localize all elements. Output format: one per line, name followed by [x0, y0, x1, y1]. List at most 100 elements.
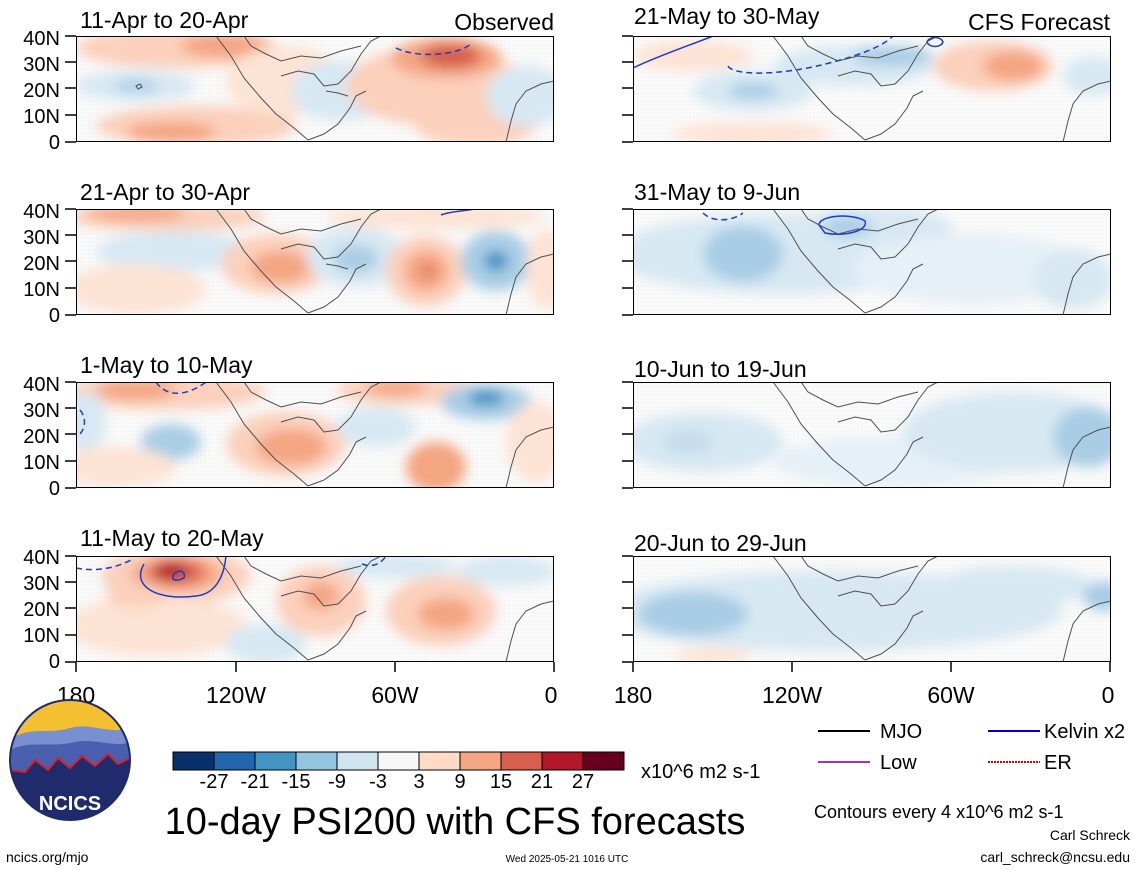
- lon-tick-label: 60W: [927, 682, 975, 708]
- colorbar-swatch: [541, 751, 584, 771]
- colorbar-label: -27: [200, 771, 229, 793]
- colorbar-label: 27: [572, 771, 594, 793]
- footer-author: Carl Schreck: [1050, 827, 1131, 843]
- colorbar-swatch: [254, 751, 297, 771]
- lat-axis: 40N 30N 20N 10N 0: [23, 374, 76, 500]
- kelvin-contours: [76, 556, 387, 598]
- lat-tick-label: 20N: [23, 599, 60, 621]
- lat-tick-label: 0: [49, 478, 60, 500]
- lat-ticks: [65, 35, 76, 143]
- legend-label-low: Low: [880, 752, 917, 774]
- panel-period-label: 31-May to 9-Jun: [634, 179, 800, 205]
- lat-tick-label: 10N: [23, 106, 60, 128]
- lat-tick-label: 30N: [23, 227, 60, 249]
- map-field: [76, 36, 554, 142]
- lat-axis: 40N 30N 20N 10N 0: [23, 28, 76, 154]
- colorbar-swatch: [377, 751, 420, 771]
- lon-axis-right: 180 120W 60W 0: [614, 662, 1115, 708]
- lon-tick-label: 180: [614, 682, 652, 708]
- lat-tick-label: 30N: [23, 573, 60, 595]
- panel-period-label: 10-Jun to 19-Jun: [634, 356, 807, 382]
- coastlines: [215, 382, 554, 488]
- colorbar-swatch: [336, 751, 379, 771]
- lat-ticks: [622, 555, 633, 663]
- map-panel-obs-4: 11-May to 20-May: [23, 525, 554, 673]
- lon-tick-label: 0: [1102, 682, 1115, 708]
- lon-tick-label: 120W: [762, 682, 822, 708]
- anomaly-shading: [633, 392, 1111, 487]
- legend-label-mjo: MJO: [880, 721, 922, 743]
- colorbar-label: 3: [413, 771, 424, 793]
- lat-tick-label: 40N: [23, 201, 60, 223]
- colorbar-label: -21: [241, 771, 270, 793]
- kelvin-contour: [79, 409, 86, 435]
- footer-email: carl_schreck@ncsu.edu: [980, 849, 1130, 865]
- lat-tick-label: 10N: [23, 625, 60, 647]
- map-panel-fcst-2: 31-May to 9-Jun: [622, 179, 1111, 316]
- panel-tag-label: CFS Forecast: [968, 9, 1110, 35]
- footer-url: ncics.org/mjo: [6, 849, 89, 865]
- coastlines: [772, 556, 1111, 662]
- kelvin-contour: [395, 43, 472, 56]
- contour-interval-note: Contours every 4 x10^6 m2 s-1: [814, 802, 1064, 822]
- lon-tick-label: 0: [545, 682, 558, 708]
- panel-period-label: 21-Apr to 30-Apr: [80, 179, 250, 205]
- coastlines: [772, 209, 1111, 315]
- legend-label-kelvin: Kelvin x2: [1044, 721, 1125, 743]
- map-field: [633, 556, 1111, 662]
- colorbar-swatch: [213, 751, 256, 771]
- lat-axis: 40N 30N 20N 10N 0: [23, 547, 76, 673]
- map-panel-obs-1: 11-Apr to 20-Apr Observed: [23, 7, 554, 154]
- anomaly-shading: [633, 41, 1111, 142]
- lat-tick-label: 10N: [23, 279, 60, 301]
- kelvin-contours: [633, 36, 944, 74]
- lat-tick-label: 20N: [23, 80, 60, 102]
- colorbar-swatch: [172, 751, 215, 771]
- coastlines: [772, 382, 1111, 488]
- colorbar-label: 15: [490, 771, 512, 793]
- lon-tick-label: 60W: [371, 682, 419, 708]
- colorbar-swatch: [295, 751, 338, 771]
- lat-tick-label: 20N: [23, 253, 60, 275]
- figure-title: 10-day PSI200 with CFS forecasts: [165, 801, 746, 843]
- colorbar-swatch: [582, 751, 625, 771]
- footer-timestamp: Wed 2025-05-21 1016 UTC: [506, 854, 629, 865]
- kelvin-contours: [702, 212, 866, 235]
- colorbar-labels: -27 -21 -15 -9 -3 3 9 15 21 27: [200, 771, 595, 793]
- lat-axis: 40N 30N 20N 10N 0: [23, 201, 76, 327]
- map-field: [633, 36, 1111, 142]
- coastlines: [215, 556, 554, 662]
- map-panel-obs-3: 1-May to 10-May: [23, 352, 554, 500]
- map-panel-fcst-3: 10-Jun to 19-Jun: [622, 356, 1111, 489]
- lat-tick-label: 40N: [23, 28, 60, 50]
- lat-tick-label: 30N: [23, 400, 60, 422]
- map-panel-fcst-4: 20-Jun to 29-Jun: [622, 530, 1111, 663]
- panel-period-label: 21-May to 30-May: [634, 3, 820, 29]
- lat-tick-label: 0: [49, 651, 60, 673]
- lat-tick-label: 30N: [23, 54, 60, 76]
- lon-tick-label: 120W: [206, 682, 266, 708]
- contour-legend: MJO Kelvin x2 Low ER Contours every 4 x1…: [814, 721, 1125, 822]
- lat-ticks: [622, 208, 633, 316]
- colorbar-units: x10^6 m2 s-1: [641, 761, 760, 783]
- lat-tick-label: 0: [49, 132, 60, 154]
- lat-ticks: [622, 381, 633, 489]
- colorbar-swatch: [459, 751, 502, 771]
- ncics-logo: NCICS: [9, 699, 131, 821]
- map-panel-fcst-1: 21-May to 30-May CFS Forecast: [622, 3, 1111, 143]
- colorbar-label: 9: [454, 771, 465, 793]
- map-field: [76, 382, 554, 488]
- coastlines: [135, 36, 554, 142]
- map-field: [633, 382, 1111, 488]
- colorbar-swatch: [500, 751, 543, 771]
- colorbar-label: -9: [328, 771, 346, 793]
- anomaly-shading: [76, 209, 554, 314]
- colorbar: -27 -21 -15 -9 -3 3 9 15 21 27 x10^6 m2 …: [172, 751, 760, 793]
- lat-tick-label: 40N: [23, 374, 60, 396]
- panel-period-label: 20-Jun to 29-Jun: [634, 530, 807, 556]
- kelvin-contour: [155, 382, 207, 394]
- colorbar-swatches: [172, 751, 625, 771]
- anomaly-shading: [633, 209, 1111, 309]
- colorbar-label: -15: [282, 771, 311, 793]
